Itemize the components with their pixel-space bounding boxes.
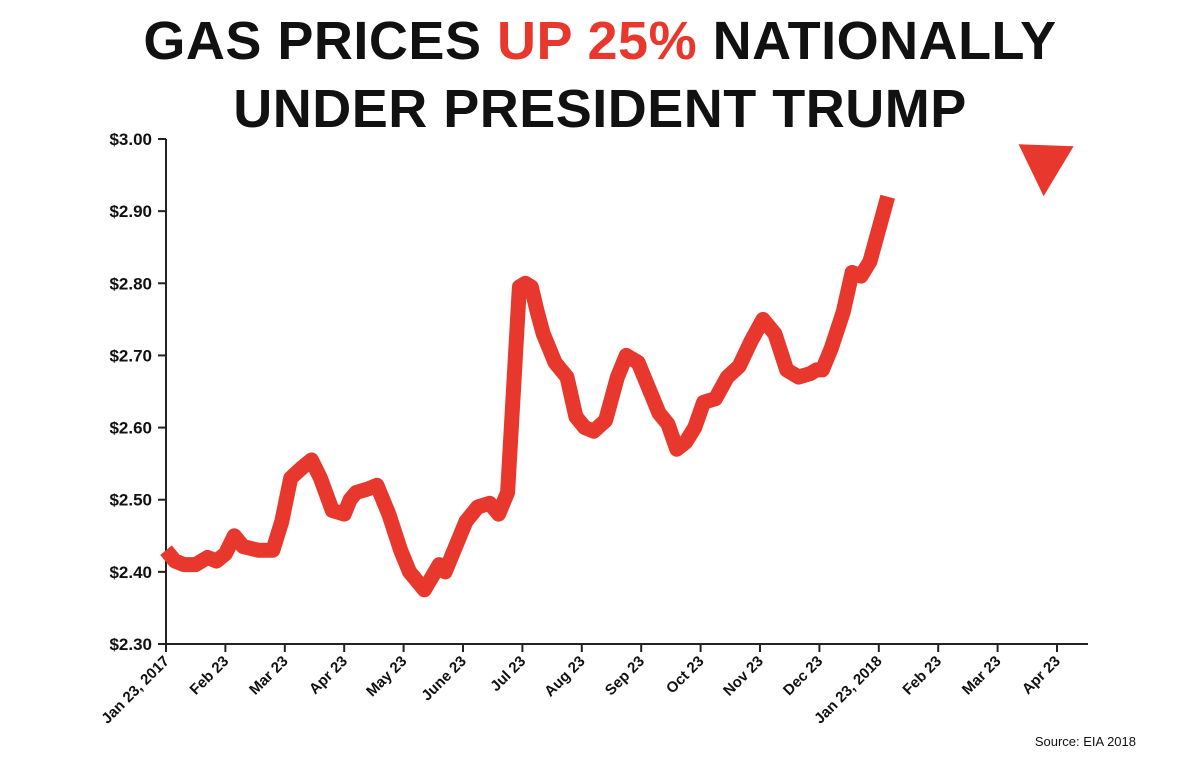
y-tick-label: $3.00 <box>109 130 152 149</box>
x-tick-label: Aug 23 <box>541 653 588 700</box>
x-tick-label: Oct 23 <box>663 653 707 697</box>
chart-title-line-1: GAS PRICES UP 25% NATIONALLY <box>0 14 1200 68</box>
x-tick-label: Dec 23 <box>780 653 826 699</box>
x-tick-label: Mar 23 <box>959 653 1005 699</box>
y-tick-label: $2.60 <box>109 419 152 438</box>
x-tick-label: Feb 23 <box>899 653 945 699</box>
arrowhead-icon <box>1018 144 1074 197</box>
x-tick-label: Mar 23 <box>246 653 292 699</box>
x-tick-label: Sep 23 <box>602 653 648 699</box>
series-line <box>160 194 895 598</box>
source-note: Source: EIA 2018 <box>1034 734 1136 749</box>
x-tick-label: Apr 23 <box>1019 653 1064 698</box>
y-tick-label: $2.70 <box>109 346 152 365</box>
x-tick-label: Jan 23, 2017 <box>98 653 173 728</box>
y-tick-label: $2.40 <box>109 563 152 582</box>
x-tick-label: Jul 23 <box>487 653 529 695</box>
x-tick-label: Feb 23 <box>187 653 233 699</box>
x-tick-label: June 23 <box>418 653 470 705</box>
y-tick-label: $2.50 <box>109 491 152 510</box>
x-tick-label: Apr 23 <box>306 653 351 698</box>
x-tick-label: Nov 23 <box>720 653 767 700</box>
y-axis-ticks: $3.00 $2.90 $2.80 $2.70 $2.60 $2.50 $2.40 $2.30 <box>109 130 166 654</box>
x-tick-label: May 23 <box>363 653 410 700</box>
series-group <box>160 144 1074 598</box>
chart-title-line-2: UNDER PRESIDENT TRUMP <box>233 79 967 139</box>
chart-axes <box>165 139 1088 645</box>
x-axis-ticks: Jan 23, 2017 Feb 23 Mar 23 Apr 23 May 23 June… <box>98 644 1064 727</box>
title-highlight: UP 25% <box>496 11 698 71</box>
y-tick-label: $2.80 <box>109 274 152 293</box>
title-text-after: NATIONALLY <box>697 11 1057 71</box>
y-tick-label: $2.30 <box>109 635 152 654</box>
y-tick-label: $2.90 <box>109 202 152 221</box>
title-text-before: GAS PRICES <box>143 11 497 71</box>
